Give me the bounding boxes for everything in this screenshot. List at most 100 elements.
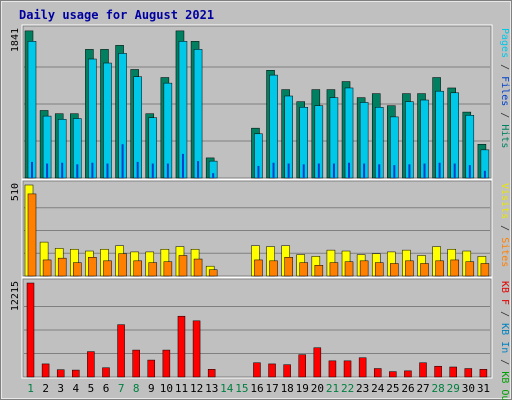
x-tick-label: 29 xyxy=(447,382,460,395)
x-tick-label: 12 xyxy=(190,382,203,395)
x-tick-label: 26 xyxy=(401,382,414,395)
bar-kb xyxy=(389,371,397,378)
x-tick-label: 30 xyxy=(462,382,475,395)
bar-sites xyxy=(193,258,203,277)
bar-files xyxy=(423,163,426,178)
legend-entry: / xyxy=(499,106,510,124)
bar-files xyxy=(453,163,456,178)
bar-files xyxy=(197,161,200,178)
bar-pages xyxy=(27,41,37,179)
bar-sites xyxy=(254,259,263,277)
legend-entry: KB In xyxy=(499,323,510,353)
bar-files xyxy=(317,163,320,178)
bar-files xyxy=(91,162,94,178)
x-tick-label: 7 xyxy=(118,382,125,395)
bar-sites xyxy=(208,269,218,277)
bar-files xyxy=(106,163,109,178)
bar-kb xyxy=(102,367,110,378)
x-tick-label: 20 xyxy=(311,382,324,395)
x-axis-labels: 1 2 3 4 5 6 7 8 9 10 11 12 13 14 15 16 17 18 19 20 21 22 23 24 2… xyxy=(27,382,490,395)
bar-files xyxy=(76,164,79,178)
x-tick-label: 22 xyxy=(341,382,354,395)
x-tick-label: 28 xyxy=(432,382,445,395)
bar-sites xyxy=(133,260,142,277)
bar-kb xyxy=(147,359,156,378)
bar-sites xyxy=(299,262,308,277)
bar-files xyxy=(257,165,260,178)
legend-top: Pages / Files / Hits xyxy=(499,28,510,148)
panel-bottom: 12215 KB F / KB In / KB Out xyxy=(10,277,510,400)
bar-files xyxy=(393,165,396,178)
bar-sites xyxy=(420,263,429,277)
bar-files xyxy=(121,144,124,178)
bar-sites xyxy=(57,257,67,277)
bar-files xyxy=(302,164,305,178)
bar-kb xyxy=(343,360,352,378)
bar-kb xyxy=(72,369,80,378)
bar-sites xyxy=(405,260,414,277)
bar-sites xyxy=(344,261,354,277)
x-tick-label: 24 xyxy=(371,382,385,395)
x-tick-label: 17 xyxy=(265,382,278,395)
x-tick-label: 2 xyxy=(42,382,49,395)
y-max-label: 510 xyxy=(10,183,21,201)
x-tick-label: 8 xyxy=(133,382,140,395)
legend-entry: / xyxy=(499,219,510,237)
x-tick-label: 21 xyxy=(326,382,339,395)
x-tick-label: 3 xyxy=(57,382,64,395)
panel-top: 1841 Pages / Files / Hits xyxy=(10,24,510,180)
bar-sites xyxy=(480,263,490,277)
bar-pages xyxy=(88,58,97,179)
legend-entry: Hits xyxy=(499,124,510,148)
bar-sites xyxy=(374,262,384,277)
legend-entry: Visits xyxy=(499,183,510,219)
bar-pages xyxy=(193,49,203,179)
x-tick-label: 31 xyxy=(477,382,490,395)
bar-pages xyxy=(269,74,278,179)
bar-kb xyxy=(313,347,322,378)
bar-files xyxy=(272,162,275,178)
bar-kb xyxy=(464,368,473,378)
x-tick-label: 18 xyxy=(281,382,294,395)
x-tick-label: 16 xyxy=(250,382,263,395)
bar-kb xyxy=(132,349,140,378)
bar-files xyxy=(378,164,381,178)
bar-kb xyxy=(192,320,201,378)
bar-sites xyxy=(27,193,37,277)
bar-sites xyxy=(284,257,293,277)
bar-sites xyxy=(73,262,82,277)
bar-kb xyxy=(41,363,50,378)
bar-files xyxy=(468,165,471,178)
chart-title: Daily usage for August 2021 xyxy=(19,8,214,22)
bar-files xyxy=(483,170,486,178)
bar-sites xyxy=(148,262,158,277)
legend-bottom: KB F / KB In / KB Out xyxy=(499,281,510,400)
x-tick-label: 4 xyxy=(73,382,80,395)
bar-files xyxy=(212,173,215,178)
panel-background xyxy=(22,278,492,378)
bar-kb xyxy=(162,349,171,378)
panel-middle: 510 Visits / Sites xyxy=(10,179,510,278)
x-tick-label: 10 xyxy=(160,382,173,395)
panel-border-light xyxy=(21,179,493,278)
legend-entry: / xyxy=(499,305,510,323)
bar-sites xyxy=(88,257,97,277)
bar-kb xyxy=(358,357,367,378)
legend-entry: Sites xyxy=(499,237,510,267)
y-max-label: 12215 xyxy=(10,281,21,311)
bar-files xyxy=(287,163,290,178)
bar-files xyxy=(151,163,154,178)
bar-sites xyxy=(465,261,475,277)
bar-sites xyxy=(42,259,52,277)
bar-kb xyxy=(117,324,125,378)
x-tick-label: 27 xyxy=(416,382,429,395)
legend-entry: KB Out xyxy=(499,371,510,400)
bar-files xyxy=(438,162,441,178)
bar-kb xyxy=(298,354,306,378)
bar-kb xyxy=(328,360,337,378)
y-max-label: 1841 xyxy=(10,28,21,52)
bar-sites xyxy=(314,265,324,277)
x-tick-label: 5 xyxy=(88,382,95,395)
